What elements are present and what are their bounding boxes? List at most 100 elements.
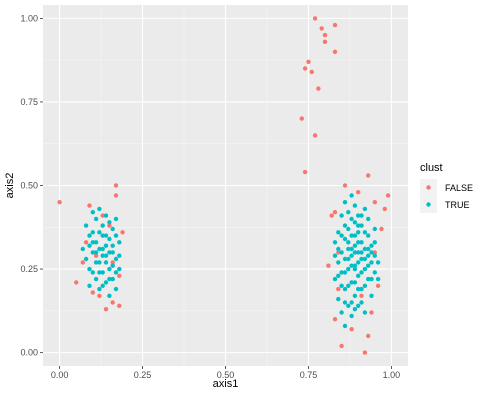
data-point-false: [385, 193, 391, 198]
data-point-true: [336, 273, 341, 278]
data-point-true: [339, 213, 344, 218]
y-tick-label: 0.25: [20, 264, 38, 274]
data-point-false: [372, 250, 377, 255]
data-point-false: [342, 183, 348, 188]
data-point-false: [329, 213, 334, 218]
legend-symbol-false: [426, 185, 431, 190]
data-point-true: [352, 220, 358, 225]
data-point-true: [352, 250, 358, 255]
x-tick-label: 0.50: [217, 370, 235, 380]
data-point-false: [369, 310, 374, 315]
data-point-true: [113, 270, 119, 275]
data-point-true: [366, 263, 371, 268]
data-point-true: [356, 273, 361, 278]
data-point-false: [110, 260, 115, 265]
y-tick-label: 1.00: [20, 13, 38, 23]
data-point-true: [83, 256, 89, 262]
data-point-true: [80, 246, 86, 252]
data-point-true: [359, 223, 364, 228]
data-point-true: [87, 233, 92, 238]
data-point-true: [110, 250, 115, 255]
data-point-true: [349, 233, 354, 238]
data-point-false: [103, 307, 109, 312]
data-point-true: [332, 240, 338, 245]
data-point-true: [346, 256, 351, 262]
data-point-true: [356, 303, 361, 308]
data-point-false: [117, 303, 122, 308]
data-point-false: [366, 173, 371, 178]
data-point-false: [93, 253, 99, 258]
data-point-true: [352, 203, 358, 208]
data-point-true: [113, 256, 119, 262]
data-point-true: [339, 283, 344, 288]
data-point-false: [312, 133, 318, 138]
data-points: [57, 16, 391, 355]
data-point-true: [100, 233, 105, 238]
data-point-true: [346, 266, 351, 272]
data-point-true: [369, 250, 374, 255]
data-point-true: [366, 276, 371, 282]
data-point-true: [349, 300, 354, 305]
data-point-true: [113, 216, 119, 222]
data-point-true: [362, 246, 368, 252]
legend-label-false: FALSE: [445, 183, 473, 193]
data-point-true: [375, 276, 381, 282]
data-point-false: [336, 286, 341, 292]
data-point-true: [372, 240, 377, 245]
data-point-true: [97, 260, 102, 265]
data-point-true: [352, 266, 358, 272]
data-point-true: [336, 260, 341, 265]
data-point-false: [322, 32, 328, 38]
data-point-true: [352, 263, 358, 268]
data-point-false: [97, 293, 102, 298]
data-point-false: [332, 317, 338, 322]
data-point-false: [74, 280, 79, 285]
data-point-true: [107, 250, 112, 255]
data-point-true: [349, 280, 354, 285]
data-point-true: [117, 240, 122, 245]
data-point-true: [339, 250, 344, 255]
data-point-false: [326, 263, 331, 268]
data-point-true: [90, 210, 96, 215]
data-point-false: [332, 22, 338, 28]
data-point-true: [356, 286, 361, 292]
data-point-true: [90, 270, 96, 275]
data-point-true: [356, 230, 361, 235]
data-point-false: [83, 240, 89, 245]
y-tick-label: 0.75: [20, 97, 38, 107]
data-point-false: [379, 226, 384, 232]
data-point-true: [336, 296, 341, 302]
data-point-true: [97, 270, 102, 275]
data-point-true: [346, 303, 351, 308]
data-point-false: [100, 213, 105, 218]
data-point-true: [100, 253, 105, 258]
data-point-true: [349, 216, 354, 222]
data-point-true: [100, 270, 105, 275]
data-point-false: [90, 290, 96, 295]
data-point-false: [120, 230, 125, 235]
data-point-true: [342, 236, 348, 242]
data-point-true: [356, 213, 361, 218]
legend-symbol-true: [426, 202, 431, 207]
data-point-true: [87, 283, 92, 288]
data-point-true: [342, 286, 348, 292]
data-point-true: [107, 220, 112, 225]
data-point-true: [107, 293, 112, 298]
data-point-true: [339, 310, 344, 315]
data-point-false: [339, 343, 344, 349]
data-point-true: [346, 226, 351, 232]
data-point-true: [349, 263, 354, 268]
data-point-true: [336, 230, 341, 235]
data-point-true: [336, 246, 341, 252]
data-point-false: [336, 250, 341, 255]
data-point-true: [339, 233, 344, 238]
data-point-true: [352, 293, 358, 298]
data-point-true: [359, 213, 364, 218]
data-point-false: [366, 333, 371, 339]
legend-title: clust: [420, 162, 443, 174]
data-point-true: [366, 246, 371, 252]
data-point-true: [362, 310, 368, 315]
data-point-true: [97, 206, 102, 212]
data-point-true: [100, 283, 105, 288]
